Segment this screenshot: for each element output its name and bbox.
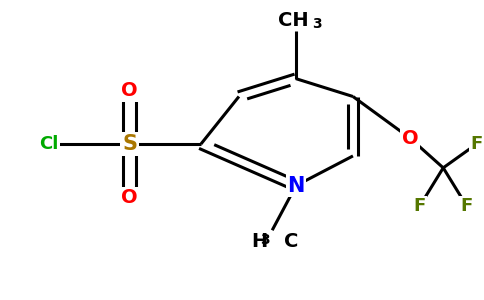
Text: O: O — [121, 188, 138, 207]
Text: F: F — [413, 197, 425, 215]
Text: O: O — [402, 129, 418, 148]
Text: Cl: Cl — [39, 135, 59, 153]
Text: C: C — [284, 232, 299, 251]
Text: 3: 3 — [260, 233, 270, 247]
Text: F: F — [461, 197, 473, 215]
Text: N: N — [287, 176, 304, 196]
Text: F: F — [470, 135, 483, 153]
Text: S: S — [122, 134, 137, 154]
Text: H: H — [251, 232, 268, 251]
Text: CH: CH — [278, 11, 309, 30]
Text: 3: 3 — [313, 16, 322, 31]
Text: O: O — [121, 81, 138, 100]
